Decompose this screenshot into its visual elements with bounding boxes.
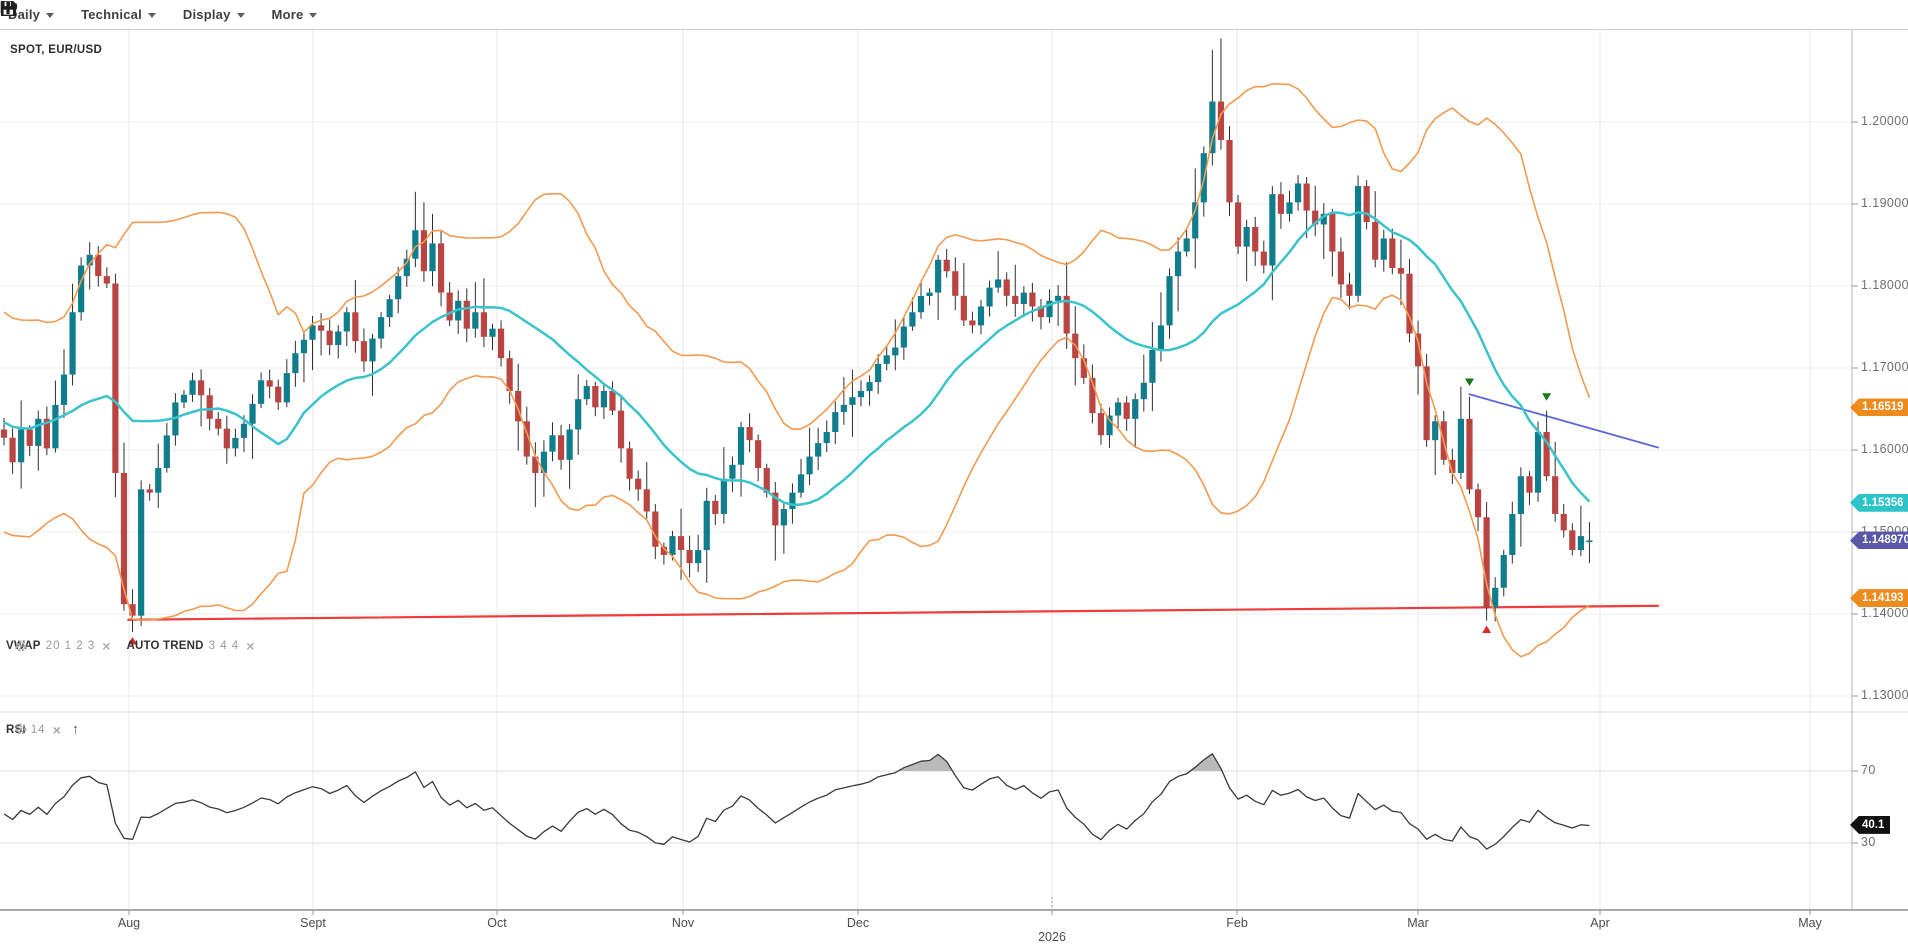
price-tick-label: 1.14000	[1861, 606, 1908, 620]
rsi-indicator-params: 14	[30, 723, 46, 736]
rsi-tick-label: 70	[1861, 763, 1876, 777]
price-tick-label: 1.16000	[1861, 442, 1908, 456]
price-tick-label: 1.13000	[1861, 688, 1908, 702]
more-menu[interactable]: More	[272, 7, 318, 22]
rsi-remove-icon[interactable]: ×	[52, 721, 61, 738]
display-menu-label: Display	[182, 7, 231, 22]
rsi-settings-gear-icon[interactable]	[14, 722, 28, 736]
month-axis-label: Sept	[300, 916, 326, 930]
auto-trend-indicator-name: AUTO TREND	[126, 640, 204, 652]
month-axis-label: May	[1798, 916, 1822, 930]
bollinger-lower-badge: 1.14193	[1850, 589, 1908, 608]
indicator-row-rsi: RSI 14 × ↑	[6, 722, 95, 737]
chevron-down-icon	[46, 13, 55, 18]
rsi-indicator: RSI 14 × ↑	[6, 722, 79, 737]
technical-menu[interactable]: Technical	[81, 7, 156, 22]
rsi-move-up-icon[interactable]: ↑	[71, 721, 80, 738]
chevron-down-icon	[236, 13, 245, 18]
instrument-title: SPOT, EUR/USD	[10, 44, 103, 56]
month-axis-label: Feb	[1226, 916, 1248, 930]
price-tick-label: 1.18000	[1861, 278, 1908, 292]
auto-trend-indicator-params: 3 4 4	[208, 640, 240, 652]
price-tick-label: 1.17000	[1861, 360, 1908, 374]
vwap-badge: 1.15356	[1850, 493, 1908, 512]
toolbar: Daily Technical Display More	[0, 0, 1908, 30]
auto-trend-indicator: AUTO TREND 3 4 4 ×	[15, 638, 255, 654]
month-axis-label: Oct	[487, 916, 507, 930]
month-axis-label: Aug	[117, 916, 141, 930]
chevron-down-icon	[147, 13, 156, 18]
auto-trend-remove-icon[interactable]: ×	[246, 638, 255, 654]
display-menu[interactable]: Display	[183, 7, 245, 22]
vwap-remove-icon[interactable]: ×	[102, 638, 111, 654]
chevron-down-icon	[309, 13, 318, 18]
month-axis-label: Dec	[846, 916, 870, 930]
month-axis-label: Mar	[1407, 916, 1429, 930]
bollinger-upper-badge: 1.16519	[1850, 398, 1908, 417]
vwap-indicator-name: VWAP	[6, 640, 41, 652]
price-tick-label: 1.20000	[1861, 114, 1908, 128]
vwap-indicator: VWAP 20 1 2 3 ×	[6, 639, 110, 653]
auto-trend-settings-gear-icon[interactable]	[14, 639, 28, 653]
vwap-indicator-params: 20 1 2 3	[45, 640, 96, 652]
rsi-value-badge: 40.1	[1850, 815, 1891, 834]
technical-menu-label: Technical	[81, 7, 142, 22]
last-price-badge: 1.148970	[1850, 531, 1908, 550]
indicator-row-main: VWAP 20 1 2 3 × AUTO TREND 3 4 4 ×	[6, 639, 270, 653]
rsi-tick-label: 30	[1861, 835, 1876, 849]
price-tick-label: 1.19000	[1861, 196, 1908, 210]
month-axis-label: Nov	[671, 916, 695, 930]
more-menu-label: More	[271, 7, 304, 22]
month-axis-label: Apr	[1590, 916, 1610, 930]
year-axis-label: 2026	[1038, 930, 1066, 944]
